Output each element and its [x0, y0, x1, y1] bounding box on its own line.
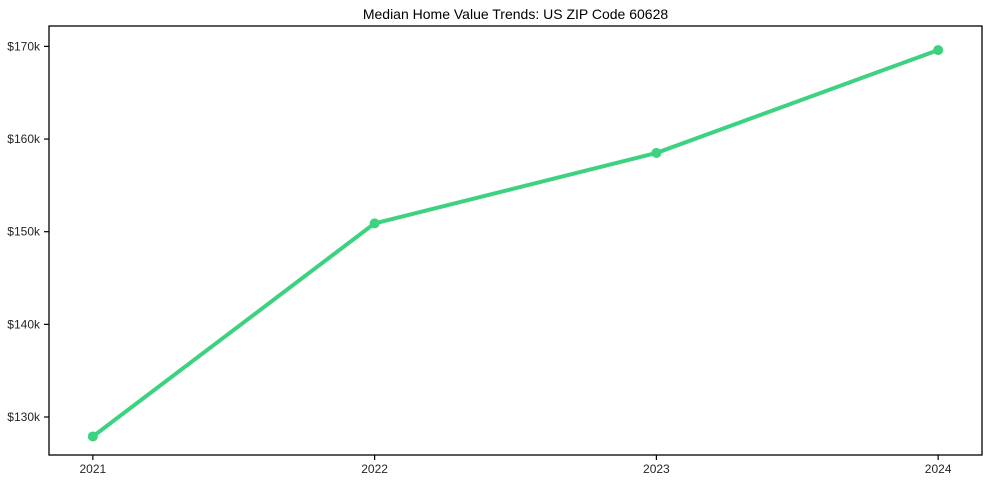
x-axis-tick-label: 2023: [643, 462, 670, 476]
x-axis-tick-label: 2022: [361, 462, 388, 476]
data-point-marker: [651, 147, 662, 158]
y-axis-tick-label: $140k: [7, 317, 41, 331]
chart-title: Median Home Value Trends: US ZIP Code 60…: [362, 6, 669, 22]
x-axis-tick-label: 2024: [925, 462, 952, 476]
plot-border: [48, 25, 983, 456]
x-axis-tick-label: 2021: [79, 462, 106, 476]
y-axis-tick-label: $130k: [7, 410, 41, 424]
y-axis-tick-label: $160k: [7, 132, 41, 146]
data-point-marker: [87, 431, 98, 442]
data-point-marker: [369, 218, 380, 229]
data-point-marker: [933, 45, 944, 56]
y-axis-tick-label: $150k: [7, 225, 41, 239]
y-axis-tick-label: $170k: [7, 39, 41, 53]
trend-line: [90, 48, 941, 439]
